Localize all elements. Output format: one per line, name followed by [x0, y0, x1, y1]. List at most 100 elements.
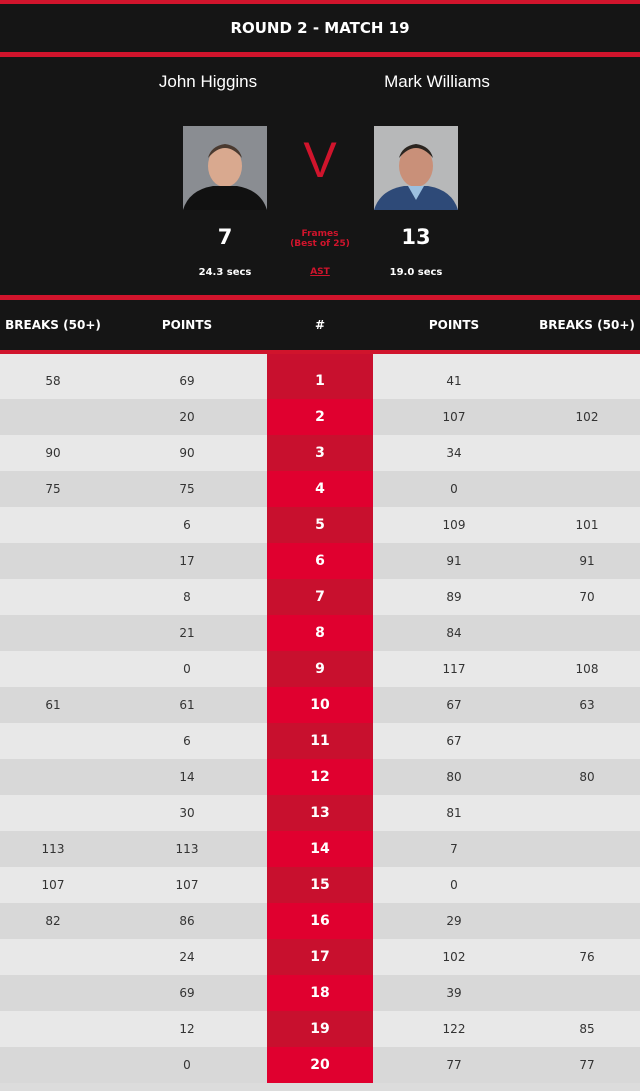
table-row: 75 75 0 4	[0, 471, 640, 507]
table-row: 24 102 76 17	[0, 939, 640, 975]
p1-points-cell: 8	[183, 590, 191, 604]
player1-shot-time: 24.3 secs	[198, 267, 252, 278]
p1-points-cell: 24	[179, 950, 195, 964]
p2-points-cell: 84	[446, 626, 462, 640]
p1-breaks-cell: 90	[45, 446, 61, 460]
frame-number-cell: 12	[267, 759, 373, 795]
frame-number-cell: 5	[267, 507, 373, 543]
best-of-text: (Best of 25)	[290, 239, 350, 249]
p2-points-cell: 107	[442, 410, 466, 424]
divider	[0, 0, 640, 4]
versus-label: V	[303, 132, 337, 188]
frame-number-cell: 14	[267, 831, 373, 867]
frame-number-cell: 18	[267, 975, 373, 1011]
frame-number-cell: 13	[267, 795, 373, 831]
p1-points-cell: 113	[175, 842, 199, 856]
p2-points-cell: 122	[442, 1022, 466, 1036]
p1-points-cell: 69	[179, 374, 195, 388]
table-row: 107 107 0 15	[0, 867, 640, 903]
table-row: 20 107 102 2	[0, 399, 640, 435]
frame-number-cell: 2	[267, 399, 373, 435]
header-p2-points: POINTS	[428, 318, 480, 332]
header-p1-points: POINTS	[161, 318, 213, 332]
p1-points-cell: 90	[179, 446, 195, 460]
p2-points-cell: 80	[446, 770, 462, 784]
p2-points-cell: 29	[446, 914, 462, 928]
frames-text: Frames	[301, 229, 339, 239]
p2-points-cell: 34	[446, 446, 462, 460]
p2-points-cell: 81	[446, 806, 462, 820]
p2-points-cell: 7	[450, 842, 458, 856]
table-row: 61 61 67 63 10	[0, 687, 640, 723]
p2-points-cell: 39	[446, 986, 462, 1000]
table-row: 58 69 41 1	[0, 363, 640, 399]
p1-points-cell: 61	[179, 698, 195, 712]
p1-points-cell: 107	[175, 878, 199, 892]
player1-name: John Higgins	[158, 72, 258, 91]
match-title: ROUND 2 - MATCH 19	[0, 4, 640, 52]
frame-number-cell: 20	[267, 1047, 373, 1083]
ast-link[interactable]: AST	[310, 267, 330, 277]
player2-name: Mark Williams	[384, 72, 490, 91]
p1-points-cell: 30	[179, 806, 195, 820]
table-row: 17 91 91 6	[0, 543, 640, 579]
p2-points-cell: 109	[442, 518, 466, 532]
frame-number-cell: 3	[267, 435, 373, 471]
player2-photo	[374, 126, 458, 210]
p2-points-cell: 117	[442, 662, 466, 676]
table-row: 14 80 80 12	[0, 759, 640, 795]
p2-breaks-cell: 76	[579, 950, 595, 964]
player1-frames: 7	[217, 225, 233, 249]
frame-number-cell: 11	[267, 723, 373, 759]
p2-breaks-cell: 63	[579, 698, 595, 712]
p1-points-cell: 6	[183, 734, 191, 748]
p1-breaks-cell: 75	[45, 482, 61, 496]
header-p2-breaks: BREAKS (50+)	[539, 318, 635, 332]
frame-number-cell: 4	[267, 471, 373, 507]
frame-number-cell: 8	[267, 615, 373, 651]
frame-number-cell: 10	[267, 687, 373, 723]
p2-breaks-cell: 77	[579, 1058, 595, 1072]
frame-number-cell: 9	[267, 651, 373, 687]
p2-breaks-cell: 102	[575, 410, 599, 424]
p2-points-cell: 67	[446, 698, 462, 712]
p2-breaks-cell: 85	[579, 1022, 595, 1036]
table-row: 90 90 34 3	[0, 435, 640, 471]
divider	[0, 350, 640, 354]
p1-breaks-cell: 107	[41, 878, 65, 892]
p2-points-cell: 102	[442, 950, 466, 964]
frame-number-cell: 7	[267, 579, 373, 615]
frames-table: 58 69 41 1 20 107 102 2 90 90 34 3 75 75 0 4 6 109 101 5 17 9…	[0, 354, 640, 1083]
p2-points-cell: 0	[450, 482, 458, 496]
header-p1-breaks: BREAKS (50+)	[5, 318, 101, 332]
p1-points-cell: 69	[179, 986, 195, 1000]
p1-points-cell: 20	[179, 410, 195, 424]
p2-breaks-cell: 91	[579, 554, 595, 568]
table-row: 6 109 101 5	[0, 507, 640, 543]
table-row: 6 67 11	[0, 723, 640, 759]
table-row: 21 84 8	[0, 615, 640, 651]
table-row: 82 86 29 16	[0, 903, 640, 939]
p1-points-cell: 86	[179, 914, 195, 928]
p2-breaks-cell: 108	[575, 662, 599, 676]
frames-label: Frames (Best of 25)	[290, 229, 350, 249]
divider	[0, 295, 640, 300]
p2-breaks-cell: 80	[579, 770, 595, 784]
p2-points-cell: 89	[446, 590, 462, 604]
player2-frames: 13	[401, 225, 431, 249]
p2-breaks-cell: 101	[575, 518, 599, 532]
column-headers: BREAKS (50+) POINTS # POINTS BREAKS (50+…	[0, 300, 640, 350]
p2-points-cell: 0	[450, 878, 458, 892]
table-row: 12 122 85 19	[0, 1011, 640, 1047]
frame-number-cell: 15	[267, 867, 373, 903]
p1-points-cell: 75	[179, 482, 195, 496]
frame-number-cell: 17	[267, 939, 373, 975]
player1-photo	[183, 126, 267, 210]
p1-points-cell: 0	[183, 662, 191, 676]
p2-points-cell: 77	[446, 1058, 462, 1072]
p2-points-cell: 67	[446, 734, 462, 748]
p1-points-cell: 6	[183, 518, 191, 532]
table-row: 113 113 7 14	[0, 831, 640, 867]
p1-breaks-cell: 82	[45, 914, 61, 928]
frame-number-cell: 16	[267, 903, 373, 939]
